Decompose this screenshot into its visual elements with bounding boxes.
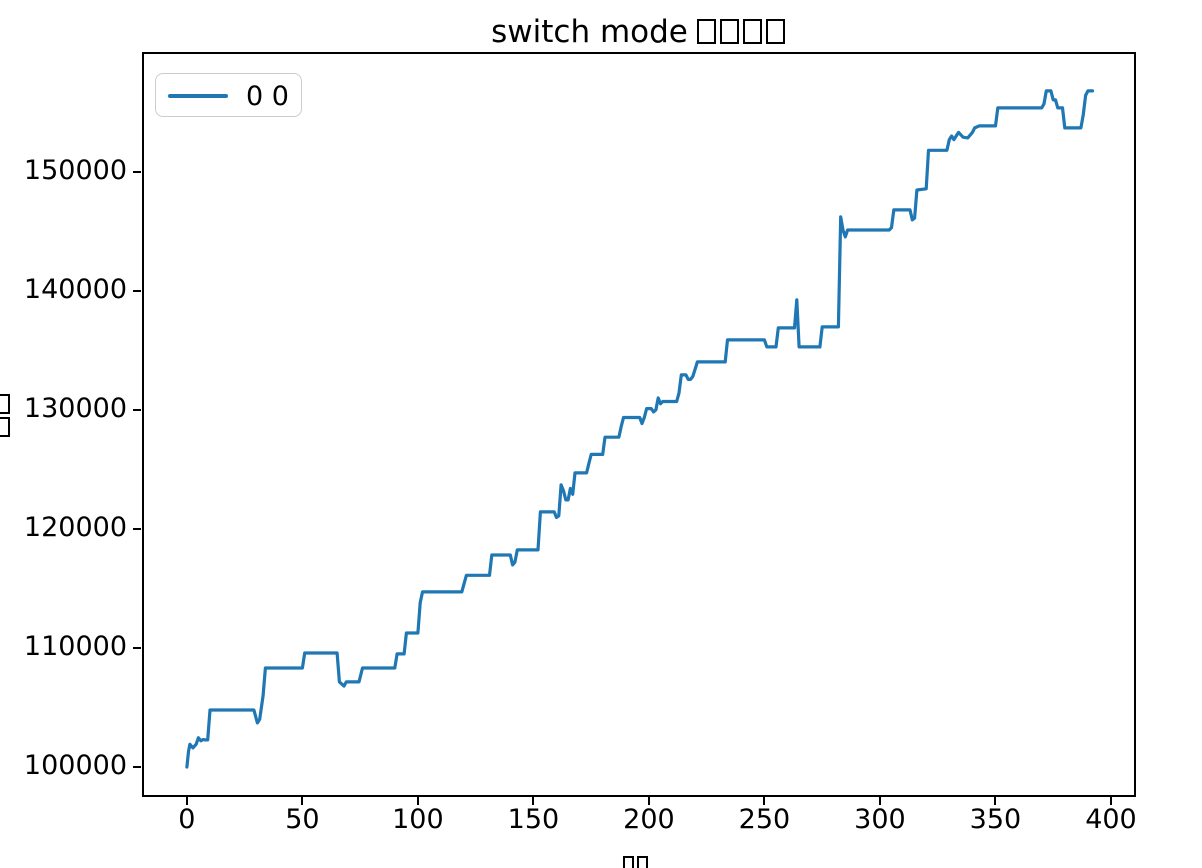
missing-glyph-box: [742, 19, 762, 44]
x-tick-mark: [878, 797, 881, 805]
x-tick-mark: [647, 797, 650, 805]
y-tick-label: 120000: [23, 511, 127, 543]
missing-glyph-boxes: [688, 14, 787, 50]
y-tick-mark: [133, 170, 141, 173]
x-tick-mark: [1109, 797, 1112, 805]
x-tick-mark: [994, 797, 997, 805]
missing-glyph-box: [0, 417, 10, 437]
x-tick-label: 350: [969, 804, 1022, 835]
y-tick-mark: [133, 527, 141, 530]
y-tick-mark: [133, 765, 141, 768]
x-tick-label: 50: [285, 804, 320, 835]
x-tick-mark: [532, 797, 535, 805]
x-tick-label: 0: [178, 804, 196, 835]
x-tick-mark: [301, 797, 304, 805]
legend-label: 0 0: [246, 81, 289, 112]
y-tick-label: 110000: [23, 630, 127, 662]
missing-glyph-box: [0, 394, 10, 414]
plot-area: [185, 89, 1095, 769]
y-tick-label: 150000: [23, 154, 127, 186]
series-line-0-0: [185, 89, 1095, 769]
y-axis-label-missing-glyphs: [0, 394, 10, 437]
missing-glyph-box: [696, 19, 716, 44]
x-tick-label: 100: [392, 804, 444, 835]
x-tick-label: 250: [738, 804, 791, 835]
legend: 0 0: [155, 73, 302, 117]
y-tick-mark: [133, 646, 141, 649]
x-axis-label-missing-glyphs: [623, 856, 648, 868]
y-tick-mark: [133, 408, 141, 411]
missing-glyph-box: [623, 856, 634, 868]
chart-title: switch mode: [143, 13, 1135, 51]
plot-border: [142, 52, 1136, 797]
missing-glyph-box: [765, 19, 785, 44]
y-tick-label: 100000: [23, 749, 127, 781]
legend-line-swatch: [168, 94, 228, 98]
x-tick-label: 400: [1085, 804, 1137, 835]
y-tick-mark: [133, 289, 141, 292]
missing-glyph-box: [719, 19, 739, 44]
x-tick-label: 300: [854, 804, 906, 835]
x-tick-mark: [416, 797, 419, 805]
x-tick-label: 200: [623, 804, 675, 835]
y-tick-label: 140000: [23, 273, 127, 305]
y-tick-label: 130000: [23, 392, 127, 424]
chart-title-text: switch mode: [491, 14, 688, 50]
x-tick-label: 150: [507, 804, 560, 835]
x-tick-mark: [185, 797, 188, 805]
missing-glyph-box: [637, 856, 648, 868]
x-tick-mark: [763, 797, 766, 805]
